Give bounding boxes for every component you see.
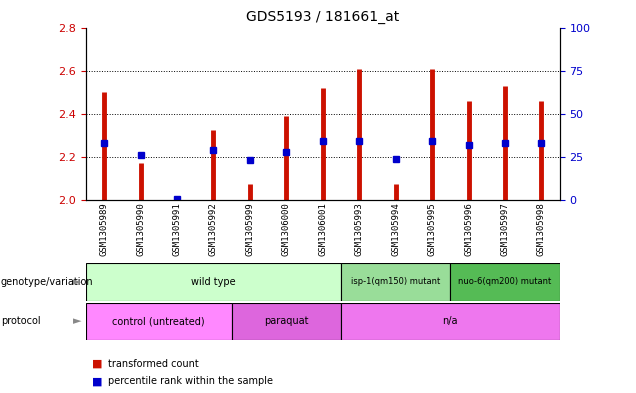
Text: GSM1305989: GSM1305989 <box>100 202 109 256</box>
Text: GSM1305993: GSM1305993 <box>355 202 364 256</box>
Text: ■: ■ <box>92 358 103 369</box>
Bar <box>232 303 341 340</box>
Text: GSM1305998: GSM1305998 <box>537 202 546 256</box>
Text: GSM1306000: GSM1306000 <box>282 202 291 256</box>
Text: percentile rank within the sample: percentile rank within the sample <box>108 376 273 386</box>
Text: GSM1305995: GSM1305995 <box>427 202 436 256</box>
Text: nuo-6(qm200) mutant: nuo-6(qm200) mutant <box>459 277 551 286</box>
Text: GSM1305992: GSM1305992 <box>209 202 218 256</box>
Text: ■: ■ <box>92 376 103 386</box>
Text: GSM1305996: GSM1305996 <box>464 202 473 256</box>
Text: genotype/variation: genotype/variation <box>1 277 93 287</box>
Text: GSM1305990: GSM1305990 <box>136 202 145 256</box>
Bar <box>341 303 560 340</box>
Text: GSM1306001: GSM1306001 <box>318 202 328 256</box>
Text: ►: ► <box>73 316 81 326</box>
Text: paraquat: paraquat <box>264 316 308 326</box>
Text: n/a: n/a <box>443 316 458 326</box>
Text: protocol: protocol <box>1 316 40 326</box>
Title: GDS5193 / 181661_at: GDS5193 / 181661_at <box>246 10 399 24</box>
Text: wild type: wild type <box>191 277 236 287</box>
Text: transformed count: transformed count <box>108 358 199 369</box>
Bar <box>86 303 232 340</box>
Text: GSM1305994: GSM1305994 <box>391 202 400 256</box>
Text: isp-1(qm150) mutant: isp-1(qm150) mutant <box>351 277 440 286</box>
Text: GSM1305991: GSM1305991 <box>172 202 181 256</box>
Text: ►: ► <box>73 277 81 287</box>
Bar <box>86 263 341 301</box>
Text: GSM1305999: GSM1305999 <box>245 202 254 256</box>
Bar <box>341 263 450 301</box>
Text: control (untreated): control (untreated) <box>113 316 205 326</box>
Bar <box>450 263 560 301</box>
Text: GSM1305997: GSM1305997 <box>501 202 509 256</box>
